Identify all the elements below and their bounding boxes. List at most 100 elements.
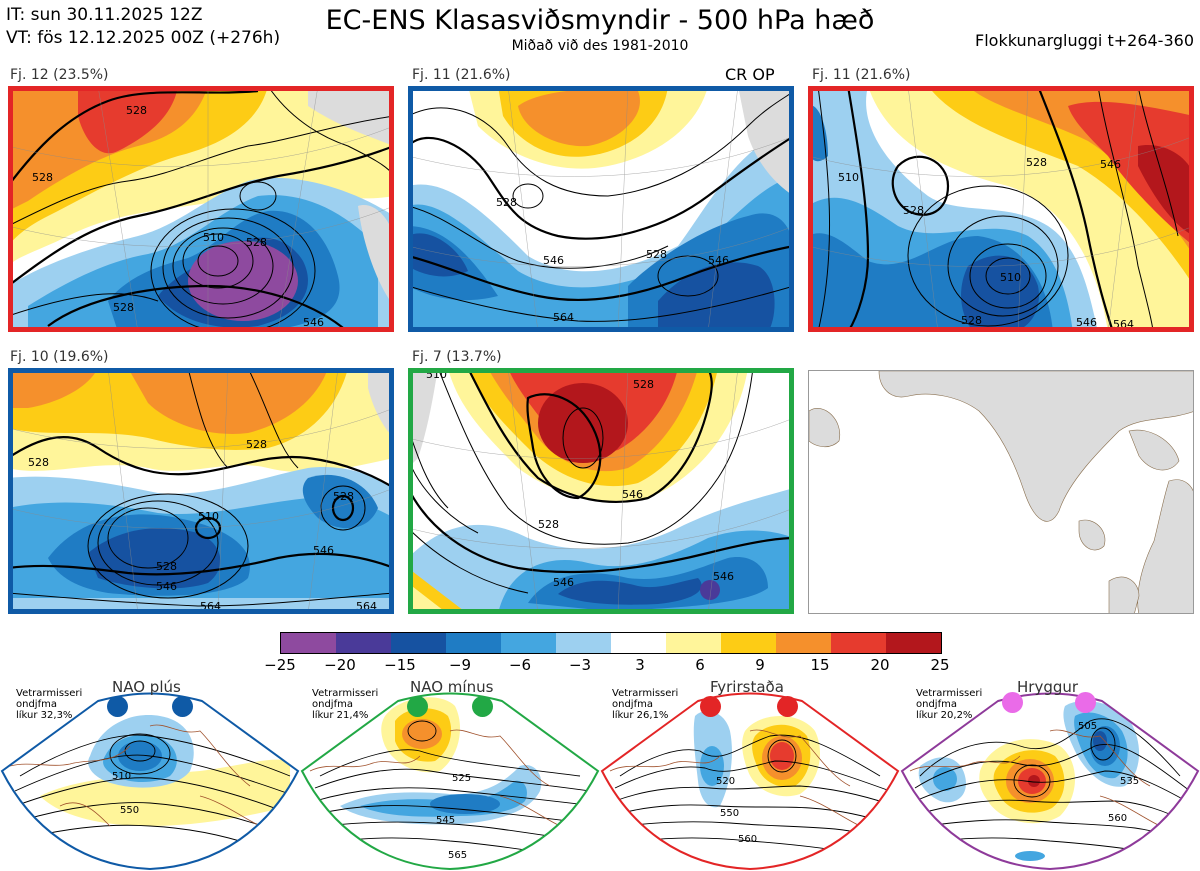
empty-map-graphic (809, 371, 1193, 613)
regime-dot (1075, 692, 1096, 713)
colorbar-bin (391, 633, 446, 653)
colorbar-tick: 20 (870, 656, 890, 674)
classification-window: Flokkunargluggi t+264-360 (975, 31, 1194, 50)
valid-time: VT: fös 12.12.2025 00Z (+276h) (6, 28, 281, 48)
contour-label: 528 (903, 204, 924, 217)
colorbar-tick: −6 (508, 656, 532, 674)
contour-label: 560 (1108, 813, 1127, 824)
regime-ridge-map: 505 535 560 (900, 692, 1200, 871)
cr-op-tag: CR OP (725, 65, 775, 84)
contour-label: 546 (553, 576, 574, 589)
regime-title: NAO mínus (410, 678, 494, 696)
contour-label: 550 (120, 805, 139, 816)
contour-label: 525 (452, 773, 471, 784)
contour-label: 565 (448, 850, 467, 861)
contour-label: 546 (303, 316, 324, 329)
contour-label: 528 (961, 314, 982, 327)
colorbar-tick: −25 (264, 656, 296, 674)
contour-label: 564 (553, 311, 574, 324)
colorbar-tick: −20 (324, 656, 356, 674)
panel-2-label: Fj. 11 (21.6%) (412, 67, 511, 83)
contour-label: 510 (1000, 271, 1021, 284)
init-time: IT: sun 30.11.2025 12Z (6, 5, 203, 25)
contour-label: 520 (716, 776, 735, 787)
cluster-map-3-frame (808, 86, 1194, 332)
contour-label: 546 (622, 488, 643, 501)
regime-title: Hryggur (1017, 678, 1079, 696)
colorbar-bin (501, 633, 556, 653)
regime-dot (407, 696, 428, 717)
cluster-map-4: 528 528 510 528 528 546 546 564 564 (8, 368, 394, 614)
empty-map-panel (808, 370, 1194, 614)
regime-blocking-map: 520 550 560 (600, 692, 900, 871)
colorbar-tick: −3 (568, 656, 592, 674)
colorbar-bin (446, 633, 501, 653)
panel-4-label: Fj. 10 (19.6%) (10, 349, 109, 365)
contour-label: 550 (720, 808, 739, 819)
colorbar-tick: −9 (448, 656, 472, 674)
regime-nao-minus: 525 545 565 Vetrarmisseri ondjfma líkur … (300, 676, 600, 871)
anomaly-colorbar (280, 632, 942, 654)
contour-label: 528 (633, 378, 654, 391)
header-times: IT: sun 30.11.2025 12Z VT: fös 12.12.202… (6, 4, 280, 50)
contour-label: 528 (496, 196, 517, 209)
regime-title: Fyrirstaða (710, 678, 784, 696)
cluster-map-1-graphic: 528 528 510 528 528 546 (8, 86, 394, 332)
contour-label: 505 (1078, 721, 1097, 732)
contour-label: 528 (646, 248, 667, 261)
regime-dot (472, 696, 493, 717)
page-title: EC-ENS Klasasviðsmyndir - 500 hPa hæð (325, 5, 875, 36)
cluster-map-5: 510 528 546 528 546 546 (408, 368, 794, 614)
page-subtitle: Miðað við des 1981-2010 (511, 38, 689, 54)
regime-nao-plus: 510 550 Vetrarmisseri ondjfma líkur 32,3… (0, 676, 300, 871)
panel-1-label: Fj. 12 (23.5%) (10, 67, 109, 83)
regime-title: NAO plús (112, 678, 181, 696)
regime-nao-minus-map: 525 545 565 (300, 692, 600, 871)
colorbar-bin (886, 633, 941, 653)
colorbar-tick: 6 (695, 656, 705, 674)
regime-blocking: 520 550 560 Vetrarmisseri ondjfma líkur … (600, 676, 900, 871)
regime-ridge: 505 535 560 Vetrarmisseri ondjfma líkur … (900, 676, 1200, 871)
cluster-map-4-frame (8, 368, 394, 614)
contour-label: 528 (1026, 156, 1047, 169)
regime-dot (1002, 692, 1023, 713)
contour-label: 528 (156, 560, 177, 573)
colorbar-bin (336, 633, 391, 653)
colorbar-bin (556, 633, 611, 653)
contour-label: 528 (246, 236, 267, 249)
cluster-map-2: 528 546 528 546 564 (408, 86, 794, 332)
contour-label: 528 (333, 490, 354, 503)
regime-note: Vetrarmisseri ondjfma líkur 26,1% (612, 688, 679, 721)
cluster-map-5-graphic: 510 528 546 528 546 546 (408, 368, 794, 614)
contour-label: 545 (436, 815, 455, 826)
regime-note: Vetrarmisseri ondjfma líkur 32,3% (16, 688, 83, 721)
cluster-map-1: 528 528 510 528 528 546 (8, 86, 394, 332)
cluster-map-3: 510 528 528 546 510 528 546 564 (808, 86, 1194, 332)
contour-label: 528 (28, 456, 49, 469)
contour-label: 510 (112, 771, 131, 782)
contour-label: 510 (198, 510, 219, 523)
regime-dot (107, 696, 128, 717)
cluster-map-1-frame (8, 86, 394, 332)
colorbar-bin (666, 633, 721, 653)
contour-label: 528 (32, 171, 53, 184)
regime-dot (700, 696, 721, 717)
regime-dot (172, 696, 193, 717)
colorbar-bin (281, 633, 336, 653)
panel-3-label: Fj. 11 (21.6%) (812, 67, 911, 83)
contour-label: 510 (838, 171, 859, 184)
contour-label: 535 (1120, 776, 1139, 787)
contour-label: 546 (713, 570, 734, 583)
panel-5-label: Fj. 7 (13.7%) (412, 349, 502, 365)
contour-label: 528 (113, 301, 134, 314)
contour-label: 546 (1076, 316, 1097, 329)
contour-label: 546 (156, 580, 177, 593)
colorbar-tick: 3 (635, 656, 645, 674)
regime-note: Vetrarmisseri ondjfma líkur 21,4% (312, 688, 379, 721)
cluster-map-2-frame (408, 86, 794, 332)
contour-label: 546 (313, 544, 334, 557)
colorbar-bin (831, 633, 886, 653)
contour-label: 510 (203, 231, 224, 244)
colorbar-bin (611, 633, 666, 653)
colorbar-tick: 15 (810, 656, 830, 674)
